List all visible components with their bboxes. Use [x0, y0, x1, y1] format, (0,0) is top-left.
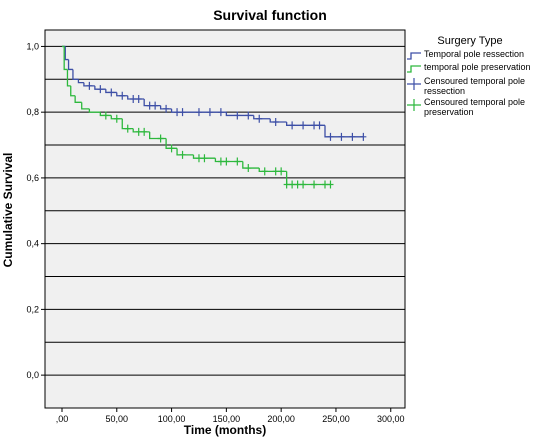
survival-step: [74, 95, 82, 103]
censor-mark: [294, 180, 301, 189]
survival-step: [253, 115, 271, 120]
censor-mark: [245, 164, 252, 173]
censor-mark: [256, 114, 263, 123]
legend-label: Temporal pole ressection: [424, 49, 525, 59]
survival-step: [269, 118, 287, 123]
legend-title: Surgery Type: [437, 35, 502, 47]
censor-mark: [234, 111, 241, 120]
censor-mark: [360, 132, 367, 141]
censor-mark: [311, 180, 318, 189]
censor-mark: [278, 167, 285, 176]
censor-mark: [124, 124, 131, 133]
survival-step: [192, 154, 216, 159]
censor-mark: [168, 144, 175, 153]
censor-mark: [152, 101, 159, 110]
survival-step: [66, 69, 71, 87]
censor-mark: [146, 101, 153, 110]
censor-mark: [141, 127, 148, 136]
censor-mark: [217, 108, 224, 117]
censor-mark: [206, 108, 213, 117]
legend-label: Censoured temporal pole ressection: [424, 76, 526, 96]
chart-title: Survival function: [213, 7, 327, 23]
censor-mark: [289, 180, 296, 189]
censor-mark: [300, 121, 307, 130]
censor-mark: [97, 85, 104, 94]
censor-mark: [195, 154, 202, 163]
censor-mark: [300, 180, 307, 189]
y-tick-label: 0,8: [26, 107, 39, 117]
censor-mark: [135, 95, 142, 104]
censor-mark: [322, 180, 328, 189]
y-tick-label: 0,2: [26, 304, 39, 314]
x-axis-label: Time (months): [184, 423, 266, 437]
x-tick-label: 50,00: [106, 414, 129, 424]
censor-mark: [179, 108, 186, 117]
y-tick-label: 0,4: [26, 239, 39, 249]
censor-mark: [130, 95, 137, 104]
censor-mark: [272, 118, 279, 127]
censor-mark: [272, 167, 279, 176]
x-tick-label: 300,00: [377, 414, 405, 424]
legend-swatch: [407, 65, 421, 73]
y-tick-label: 1,0: [26, 41, 39, 51]
censor-mark: [102, 111, 109, 120]
survival-step: [70, 85, 76, 97]
plot-area: [44, 29, 406, 409]
survival-step: [242, 161, 260, 169]
censor-mark: [108, 88, 115, 97]
censor-mark: [283, 180, 290, 189]
legend-swatch: [407, 99, 421, 111]
censor-mark: [261, 167, 268, 176]
survival-step: [64, 46, 69, 61]
censor-mark: [327, 180, 334, 189]
y-axis-label: Cumulative Survival: [1, 153, 15, 268]
x-tick-label: ,00: [56, 414, 69, 424]
survival-step: [67, 59, 73, 71]
survival-step: [81, 102, 90, 110]
censor-mark: [311, 121, 318, 130]
censor-mark: [338, 132, 345, 141]
survival-step: [72, 69, 79, 80]
y-tick-label: 0,6: [26, 173, 39, 183]
censor-mark: [179, 150, 186, 159]
censor-mark: [201, 154, 208, 163]
censor-mark: [223, 157, 230, 166]
censor-mark: [289, 121, 296, 130]
survival-step: [214, 158, 243, 163]
survival-step: [77, 79, 84, 84]
survival-step: [88, 108, 101, 113]
survival-step: [176, 148, 194, 156]
censor-mark: [195, 108, 202, 117]
censor-mark: [163, 104, 170, 113]
survival-step: [170, 108, 194, 113]
censor-mark: [349, 132, 356, 141]
legend-swatch: [407, 52, 421, 60]
censor-mark: [113, 114, 120, 123]
x-tick-label: 150,00: [213, 414, 241, 424]
censor-mark: [316, 121, 323, 130]
x-tick-label: 250,00: [322, 414, 350, 424]
censor-mark: [119, 91, 126, 100]
y-tick-label: 0,0: [26, 370, 39, 380]
censor-mark: [86, 81, 93, 90]
censor-mark: [245, 111, 252, 120]
legend-swatch: [407, 78, 421, 90]
censor-mark: [135, 127, 142, 136]
censor-mark: [234, 157, 241, 166]
survival-step: [225, 112, 254, 117]
survival-step: [63, 46, 68, 71]
x-tick-label: 200,00: [267, 414, 295, 424]
x-tick-label: 100,00: [158, 414, 186, 424]
censor-mark: [217, 157, 224, 166]
censor-mark: [174, 108, 181, 117]
legend-label: temporal pole preservation: [424, 62, 531, 72]
censor-mark: [157, 134, 164, 143]
legend-label: Censoured temporal pole preservation: [424, 97, 526, 117]
censor-mark: [327, 132, 334, 141]
